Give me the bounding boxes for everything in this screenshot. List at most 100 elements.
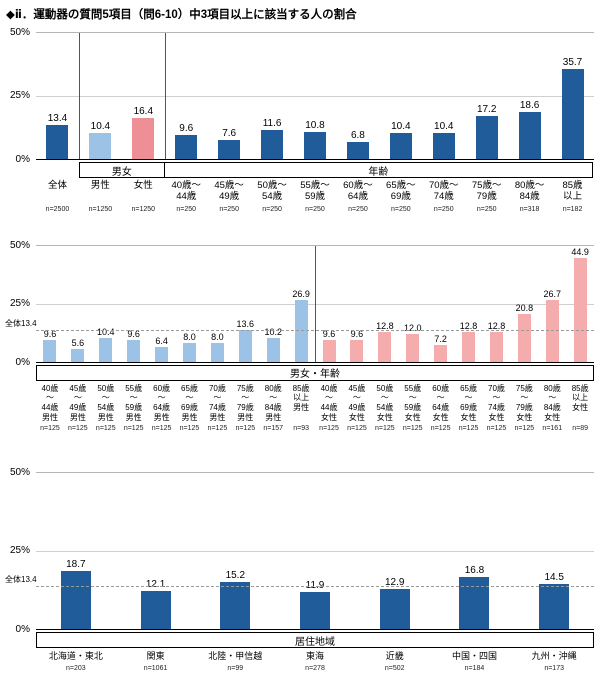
bar xyxy=(182,342,196,362)
category-label-line: 45歳 xyxy=(348,383,366,393)
bar-column: 12.8 xyxy=(371,246,399,362)
y-tick-label: 0% xyxy=(15,624,30,636)
bar-column: 16.4 xyxy=(122,33,165,159)
bar-value-label: 8.0 xyxy=(211,331,224,342)
category-label: 65歳～ 69歳 女性 xyxy=(455,384,483,422)
category-label: 北陸・甲信越 xyxy=(195,651,275,661)
category-label-line: 東海 xyxy=(306,651,325,662)
category-label: 50歳～ 54歳 xyxy=(251,180,294,203)
sample-size: n=125 xyxy=(486,425,507,433)
sample-size: n=2500 xyxy=(45,205,70,213)
sample-size: n=250 xyxy=(433,205,454,213)
bar-value-label: 26.9 xyxy=(292,288,310,299)
bar xyxy=(489,331,503,362)
sample-size: n=125 xyxy=(319,425,339,433)
bar-value-label: 10.2 xyxy=(264,326,282,337)
category-label-line: 49歳 xyxy=(69,403,87,413)
bar xyxy=(46,125,69,159)
sample-size: n=125 xyxy=(402,425,423,433)
overall-average-line xyxy=(36,586,594,588)
category-label: 40歳～ 44歳 xyxy=(165,180,208,203)
category-label: 45歳～ 49歳 女性 xyxy=(343,384,371,422)
x-axis-labels: 男女 年齢 全体 男性 女性 40歳～ 44歳 45歳～ 49歳 50歳～ 54歳 55歳～ 59歳 6… xyxy=(36,162,594,213)
category-label-line: 60歳 xyxy=(153,383,171,393)
bar xyxy=(300,592,331,630)
category-label-line: ～ xyxy=(408,393,417,403)
category-label-line: ～ xyxy=(464,393,473,403)
bar-value-label: 10.8 xyxy=(305,120,325,131)
bar-value-label: 12.8 xyxy=(376,320,394,331)
overall-average-label: 全体13.4 xyxy=(5,575,37,585)
bar-column: 17.2 xyxy=(465,33,508,159)
bar-value-label: 11.9 xyxy=(305,580,325,592)
bar-value-label: 26.7 xyxy=(543,288,562,299)
category-label-line: 60歳 xyxy=(432,383,450,393)
category-label: 55歳～ 59歳 男性 xyxy=(120,384,148,422)
category-label-line: 北陸・甲信越 xyxy=(208,651,263,662)
category-label: 85歳 以上 男性 xyxy=(287,384,315,422)
bar-column: 12.8 xyxy=(483,246,511,362)
overall-average-label: 全体13.4 xyxy=(5,318,37,328)
category-label-line: 男性 xyxy=(153,412,170,422)
bar xyxy=(210,342,224,362)
category-label-line: 70歳～ xyxy=(428,180,459,191)
category-label: 40歳～ 44歳 男性 xyxy=(36,384,64,422)
category-label-line: 64歳 xyxy=(153,403,171,413)
category-label-line: 男性 xyxy=(181,412,198,422)
bar-column: 18.6 xyxy=(508,33,551,159)
category-label-line: 以上 xyxy=(572,393,589,403)
category-label-line: 65歳～ xyxy=(386,180,416,191)
bar-value-label: 9.6 xyxy=(127,328,140,339)
category-label-line: 50歳 xyxy=(376,383,394,393)
sample-size: n=125 xyxy=(430,425,451,433)
bar-value-label: 13.4 xyxy=(47,113,68,124)
plot-area: 9.6 5.6 10.4 9.6 6.4 8.0 8.0 13.6 10.2 26.9 9.6 9.6… xyxy=(5,244,594,363)
bar-column: 6.8 xyxy=(336,33,379,159)
category-label-line: 54歳 xyxy=(262,190,283,202)
x-axis-labels: 居住地域 北海道・東北 関東 北陸・甲信越 東海 近畿 中国・四国 九州・沖縄 n=203 n… xyxy=(36,632,594,672)
group-header-spacer xyxy=(36,162,79,178)
sample-size: n=184 xyxy=(464,664,485,672)
category-label-line: 64歳 xyxy=(432,403,450,413)
gridline-25pct xyxy=(36,96,594,97)
group-header: 男女・年齢 xyxy=(36,364,594,381)
bar-value-label: 44.9 xyxy=(571,246,589,257)
bar xyxy=(561,69,584,159)
bar-column: 11.6 xyxy=(251,33,294,159)
category-label-line: 女性 xyxy=(348,412,365,422)
bar-column: 9.6 xyxy=(165,33,208,159)
category-label-line: 79歳 xyxy=(236,403,254,413)
category-label-line: 55歳～ xyxy=(300,180,330,191)
bar-column: 20.8 xyxy=(510,246,538,362)
category-label-line: 49歳 xyxy=(348,403,366,413)
bar xyxy=(294,299,308,362)
sample-size: n=250 xyxy=(348,205,368,213)
bar-column: 8.0 xyxy=(176,246,204,362)
bar xyxy=(238,329,252,362)
bar-column: 10.4 xyxy=(422,33,465,159)
bar-value-label: 35.7 xyxy=(562,57,583,68)
sample-size: n=93 xyxy=(293,425,309,433)
bar xyxy=(459,577,490,630)
bar-column: 35.7 xyxy=(551,33,594,159)
category-label-line: 70歳 xyxy=(208,383,226,393)
group-header-row: 男女・年齢 xyxy=(36,364,594,381)
bar-value-label: 9.6 xyxy=(350,328,364,339)
bar xyxy=(378,331,392,362)
bar xyxy=(60,571,91,630)
bar-column: 12.1 xyxy=(116,473,196,630)
bar-column: 10.4 xyxy=(79,33,122,159)
bar-column: 26.9 xyxy=(287,246,315,362)
group-separator-line xyxy=(164,33,166,159)
y-tick-label: 0% xyxy=(15,154,30,165)
category-label-line: 九州・沖縄 xyxy=(531,651,577,662)
category-label-line: 女性 xyxy=(488,412,505,422)
bar-column: 44.9 xyxy=(566,246,594,362)
category-label-line: 男性 xyxy=(69,412,86,422)
bar xyxy=(518,112,541,159)
category-label: 80歳～ 84歳 女性 xyxy=(538,384,566,422)
plot-area: 13.4 10.4 16.4 9.6 7.6 11.6 10.8 6.8 10.4 10.4 17.… xyxy=(36,32,594,160)
category-label: 65歳～ 69歳 男性 xyxy=(176,384,204,422)
bars-row: 18.7 12.1 15.2 11.9 12.9 16.8 14.5 xyxy=(36,473,594,630)
sample-size: n=1061 xyxy=(143,664,168,672)
